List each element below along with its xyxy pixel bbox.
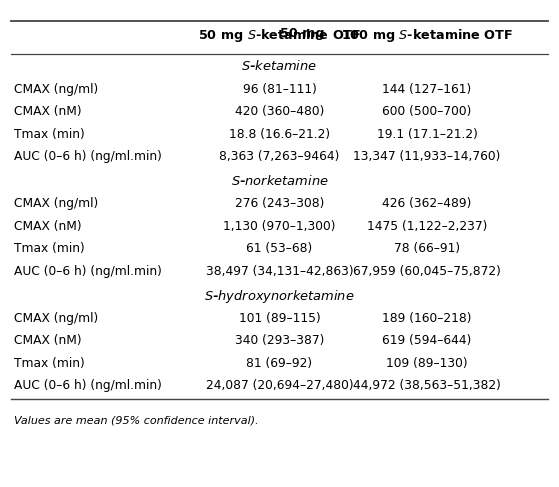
Text: 13,347 (11,933–14,760): 13,347 (11,933–14,760) xyxy=(353,150,501,163)
Text: 78 (66–91): 78 (66–91) xyxy=(394,242,460,255)
Text: CMAX (nM): CMAX (nM) xyxy=(14,105,82,118)
Text: 101 (89–115): 101 (89–115) xyxy=(239,312,320,325)
Text: 109 (89–130): 109 (89–130) xyxy=(386,356,468,370)
Text: Tmax (min): Tmax (min) xyxy=(14,242,84,255)
Text: 50 mg $\mathit{S}$-ketamine OTF: 50 mg $\mathit{S}$-ketamine OTF xyxy=(198,27,361,44)
Text: 426 (362–489): 426 (362–489) xyxy=(382,197,472,210)
Text: 38,497 (34,131–42,863): 38,497 (34,131–42,863) xyxy=(206,264,353,278)
Text: 600 (500–700): 600 (500–700) xyxy=(382,105,472,118)
Text: 61 (53–68): 61 (53–68) xyxy=(247,242,312,255)
Text: 44,972 (38,563–51,382): 44,972 (38,563–51,382) xyxy=(353,379,501,392)
Text: 18.8 (16.6–21.2): 18.8 (16.6–21.2) xyxy=(229,128,330,141)
Text: 144 (127–161): 144 (127–161) xyxy=(382,83,472,95)
Text: 67,959 (60,045–75,872): 67,959 (60,045–75,872) xyxy=(353,264,501,278)
Text: $\mathit{S}$-$\mathit{ketamine}$: $\mathit{S}$-$\mathit{ketamine}$ xyxy=(241,59,318,74)
Text: 19.1 (17.1–21.2): 19.1 (17.1–21.2) xyxy=(377,128,477,141)
Text: CMAX (nM): CMAX (nM) xyxy=(14,334,82,347)
Text: AUC (0–6 h) (ng/ml.min): AUC (0–6 h) (ng/ml.min) xyxy=(14,379,162,392)
Text: CMAX (ng/ml): CMAX (ng/ml) xyxy=(14,312,98,325)
Text: 24,087 (20,694–27,480): 24,087 (20,694–27,480) xyxy=(206,379,353,392)
Text: 100 mg $\mathit{S}$-ketamine OTF: 100 mg $\mathit{S}$-ketamine OTF xyxy=(341,27,513,44)
Text: 1475 (1,122–2,237): 1475 (1,122–2,237) xyxy=(367,220,487,233)
Text: AUC (0–6 h) (ng/ml.min): AUC (0–6 h) (ng/ml.min) xyxy=(14,264,162,278)
Text: 8,363 (7,263–9464): 8,363 (7,263–9464) xyxy=(219,150,340,163)
Text: 420 (360–480): 420 (360–480) xyxy=(235,105,324,118)
Text: Tmax (min): Tmax (min) xyxy=(14,128,84,141)
Text: $\mathit{S}$-$\mathit{hydroxynorketamine}$: $\mathit{S}$-$\mathit{hydroxynorketamine… xyxy=(204,288,355,305)
Text: 50 mg: 50 mg xyxy=(280,27,329,40)
Text: 619 (594–644): 619 (594–644) xyxy=(382,334,472,347)
Text: CMAX (ng/ml): CMAX (ng/ml) xyxy=(14,197,98,210)
Text: 1,130 (970–1,300): 1,130 (970–1,300) xyxy=(223,220,336,233)
Text: CMAX (nM): CMAX (nM) xyxy=(14,220,82,233)
Text: 96 (81–111): 96 (81–111) xyxy=(243,83,316,95)
Text: 81 (69–92): 81 (69–92) xyxy=(247,356,312,370)
Text: Values are mean (95% confidence interval).: Values are mean (95% confidence interval… xyxy=(14,415,258,425)
Text: 340 (293–387): 340 (293–387) xyxy=(235,334,324,347)
Text: AUC (0–6 h) (ng/ml.min): AUC (0–6 h) (ng/ml.min) xyxy=(14,150,162,163)
Text: CMAX (ng/ml): CMAX (ng/ml) xyxy=(14,83,98,95)
Text: 276 (243–308): 276 (243–308) xyxy=(235,197,324,210)
Text: $\mathit{S}$-$\mathit{norketamine}$: $\mathit{S}$-$\mathit{norketamine}$ xyxy=(231,174,328,188)
Text: Tmax (min): Tmax (min) xyxy=(14,356,84,370)
Text: 189 (160–218): 189 (160–218) xyxy=(382,312,472,325)
